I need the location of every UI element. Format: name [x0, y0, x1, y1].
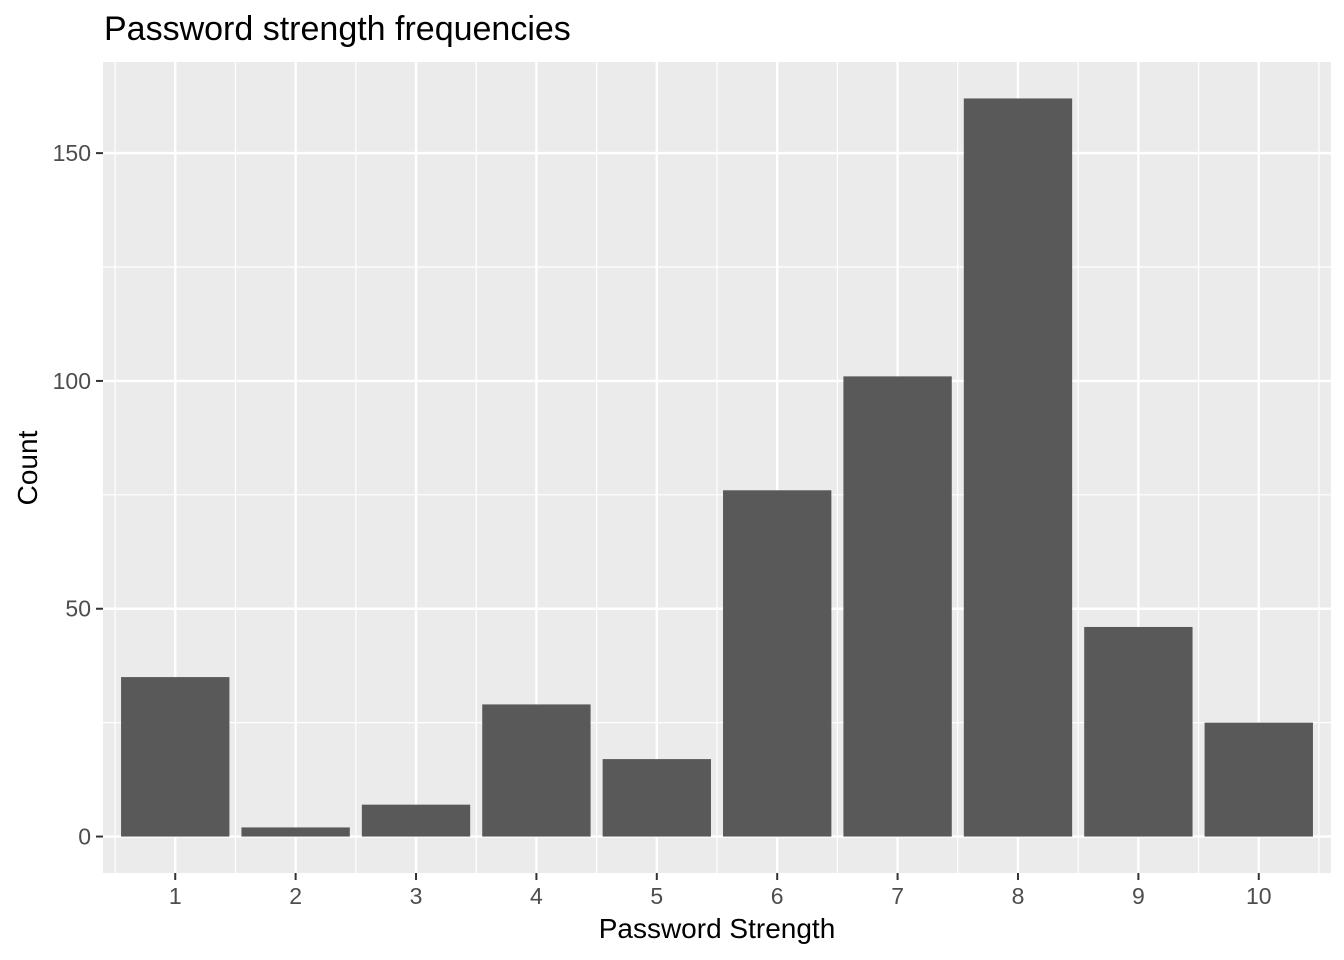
minor-gridlines: [103, 62, 1331, 873]
y-tick-label: 150: [53, 140, 91, 166]
x-axis-ticks: 1 2 3 4 5 6 7 8 9 10: [169, 873, 1272, 909]
bar-3: [361, 804, 471, 837]
x-tick-label: 10: [1246, 883, 1272, 909]
bar-8: [963, 98, 1073, 837]
x-tick-label: 5: [650, 883, 663, 909]
x-tick-label: 7: [891, 883, 904, 909]
x-tick-label: 9: [1132, 883, 1145, 909]
y-tick-label: 0: [78, 824, 91, 850]
y-tick-label: 50: [65, 596, 91, 622]
bar-1: [121, 677, 230, 837]
bars: [121, 98, 1313, 837]
x-tick-label: 3: [410, 883, 423, 909]
x-tick-label: 1: [169, 883, 182, 909]
bar-6: [723, 490, 832, 837]
bar-10: [1204, 722, 1313, 837]
x-tick-label: 8: [1012, 883, 1025, 909]
x-tick-label: 2: [289, 883, 302, 909]
chart-title: Password strength frequencies: [104, 10, 571, 48]
x-tick-label: 6: [771, 883, 784, 909]
x-tick-label: 4: [530, 883, 543, 909]
bar-4: [482, 704, 591, 837]
bar-2: [241, 827, 350, 837]
bar-7: [843, 376, 952, 837]
x-axis-title: Password Strength: [599, 913, 836, 944]
y-tick-label: 100: [53, 368, 91, 394]
bar-9: [1084, 626, 1193, 837]
bar-5: [602, 759, 711, 837]
y-axis-title: Count: [12, 430, 43, 505]
y-axis-ticks: 0 50 100 150: [53, 140, 103, 850]
